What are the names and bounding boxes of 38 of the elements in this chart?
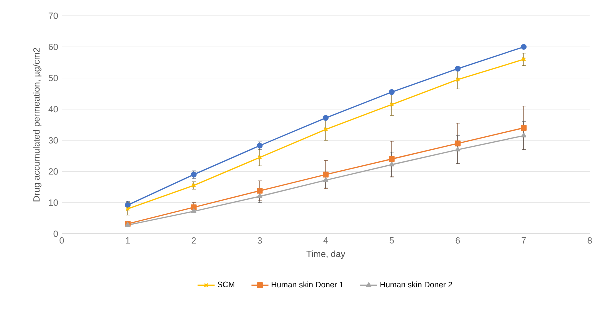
y-tick-label: 70: [48, 12, 58, 20]
point: [323, 172, 329, 178]
x-tick-label: 0: [60, 238, 64, 244]
point: [455, 147, 461, 152]
x-tick-label: 8: [588, 238, 592, 244]
point: [521, 133, 527, 138]
x-tick-label: 1: [126, 238, 130, 244]
x-tick-label: 5: [390, 238, 394, 244]
point: [390, 102, 394, 107]
y-tick-label: 40: [48, 106, 58, 113]
point: [324, 127, 328, 132]
point: [323, 178, 329, 182]
x-tick-label: 6: [456, 238, 460, 244]
point: [521, 44, 527, 50]
x-tick-label: 4: [324, 238, 328, 244]
point: [456, 78, 460, 82]
x-axis-title: Time, day: [306, 250, 346, 260]
point: [389, 162, 395, 167]
y-axis-title: Drug accumulated permeation, µg/cm2: [33, 48, 42, 202]
point: [191, 204, 197, 210]
point: [257, 194, 263, 198]
y-tick-label: 20: [48, 168, 58, 175]
y-tick-label: 50: [48, 75, 58, 82]
point: [323, 115, 329, 122]
point: [455, 140, 461, 147]
y-tick-label: 30: [48, 137, 58, 144]
point: [455, 66, 461, 72]
y-tick-label: 10: [49, 200, 58, 206]
point: [389, 89, 395, 96]
y-tick-label: 60: [48, 44, 58, 50]
x-tick-label: 2: [192, 238, 196, 244]
x-tick-label: 3: [258, 238, 262, 244]
point: [521, 125, 527, 132]
point: [257, 188, 263, 194]
point: [389, 156, 395, 162]
y-tick-label: 0: [54, 230, 58, 238]
x-tick-label: 7: [522, 238, 526, 244]
point: [258, 155, 262, 160]
